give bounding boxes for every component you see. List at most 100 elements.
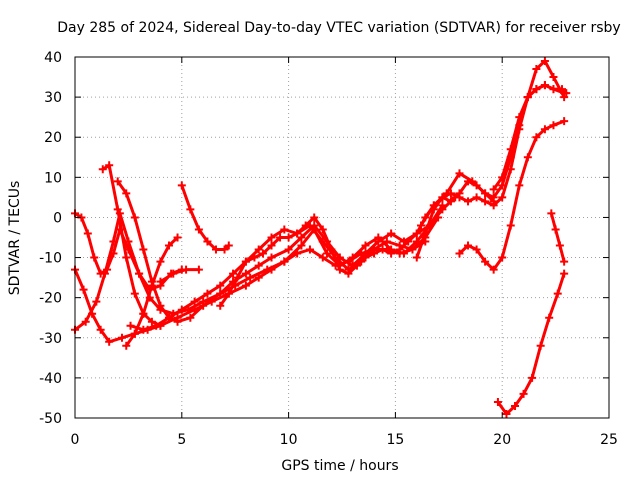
data-point — [412, 229, 421, 238]
axis-ticks: 0 5 10 15 20 25 -50 -40 -30 -20 -10 0 10 20 30 40 — [39, 50, 618, 448]
x-tick-label: 0 — [71, 432, 80, 448]
data-point — [267, 241, 276, 250]
data-point — [318, 253, 327, 262]
data-point — [489, 185, 498, 194]
data-point — [395, 245, 404, 254]
data-point — [417, 221, 426, 230]
data-point — [156, 257, 165, 266]
data-point — [523, 153, 532, 162]
x-axis-label: GPS time / hours — [281, 458, 398, 474]
data-point — [229, 269, 238, 278]
data-point — [560, 117, 569, 126]
data-point — [374, 237, 383, 246]
data-point — [412, 237, 421, 246]
series-line — [73, 215, 440, 344]
series-track-13 — [455, 117, 569, 274]
data-point — [472, 245, 481, 254]
data-point — [135, 269, 144, 278]
series-track-8 — [156, 265, 203, 286]
data-point — [370, 249, 379, 258]
data-point — [455, 249, 464, 258]
data-point — [536, 341, 545, 350]
data-point — [498, 181, 507, 190]
data-point — [216, 281, 225, 290]
series-line — [549, 211, 566, 264]
data-point — [130, 289, 139, 298]
data-point — [399, 249, 408, 258]
data-point — [267, 253, 276, 262]
data-point — [258, 249, 267, 258]
y-tick-label: 0 — [53, 210, 62, 226]
series-line — [496, 272, 566, 416]
series-track-15 — [493, 269, 569, 418]
data-point — [139, 245, 148, 254]
data-point — [90, 253, 99, 262]
series-line — [158, 268, 201, 284]
series-track-10 — [216, 177, 498, 310]
data-point — [233, 273, 242, 282]
data-point — [562, 89, 571, 98]
x-tick-label: 15 — [386, 432, 404, 448]
data-point — [190, 297, 199, 306]
data-point — [186, 313, 195, 322]
data-point — [551, 225, 560, 234]
data-point — [173, 233, 182, 242]
data-point — [506, 145, 515, 154]
data-point — [481, 189, 490, 198]
y-tick-label: -20 — [39, 291, 62, 307]
data-point — [122, 189, 131, 198]
data-point — [297, 241, 306, 250]
data-point — [348, 253, 357, 262]
data-point — [254, 261, 263, 270]
data-point — [489, 201, 498, 210]
data-point — [126, 321, 135, 330]
data-point — [83, 229, 92, 238]
series-track-4 — [98, 161, 165, 330]
data-point — [481, 197, 490, 206]
data-point — [173, 317, 182, 326]
data-point — [267, 233, 276, 242]
data-point — [506, 221, 515, 230]
series-line — [129, 224, 427, 332]
data-point — [464, 197, 473, 206]
data-point — [519, 389, 528, 398]
data-point — [81, 317, 90, 326]
data-point — [560, 269, 569, 278]
data-point — [361, 241, 370, 250]
data-point — [549, 73, 558, 82]
data-point — [203, 289, 212, 298]
data-point — [122, 341, 131, 350]
data-point — [284, 245, 293, 254]
grid-lines — [75, 57, 609, 418]
data-point — [498, 193, 507, 202]
series-track-6 — [122, 233, 182, 350]
data-point — [186, 205, 195, 214]
data-point — [378, 245, 387, 254]
data-point — [318, 225, 327, 234]
data-point — [139, 325, 148, 334]
series-track-2 — [71, 209, 186, 294]
data-point — [130, 329, 139, 338]
y-tick-label: 20 — [44, 130, 62, 146]
data-point — [421, 229, 430, 238]
series-layer — [71, 57, 571, 418]
series-line — [492, 83, 568, 191]
data-point — [493, 397, 502, 406]
data-point — [545, 313, 554, 322]
data-point — [241, 281, 250, 290]
data-point — [156, 277, 165, 286]
x-tick-label: 5 — [177, 432, 186, 448]
data-point — [280, 225, 289, 234]
data-point — [96, 325, 105, 334]
data-point — [547, 209, 556, 218]
data-point — [498, 253, 507, 262]
data-point — [558, 85, 567, 94]
series-line — [415, 83, 566, 260]
data-point — [194, 225, 203, 234]
x-tick-label: 25 — [600, 432, 618, 448]
y-tick-label: 30 — [44, 90, 62, 106]
data-point — [532, 85, 541, 94]
data-point — [79, 285, 88, 294]
data-point — [241, 257, 250, 266]
